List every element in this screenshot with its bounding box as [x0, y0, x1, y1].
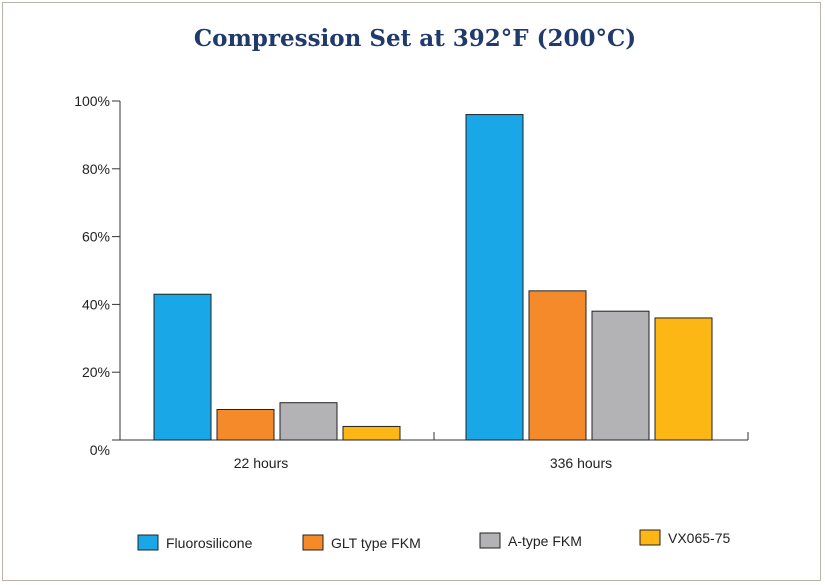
bar [153, 293, 212, 441]
legend-label: A-type FKM [508, 533, 582, 549]
y-tick-label: 60% [82, 229, 110, 245]
bars [153, 114, 713, 441]
legend-item: A-type FKM [479, 532, 582, 549]
bar [591, 310, 650, 441]
x-tick-label: 22 hours [234, 455, 288, 471]
chart-title: Compression Set at 392°F (200°C) [194, 25, 636, 52]
legend-item: VX065-75 [639, 529, 730, 546]
legend-swatch [302, 534, 324, 551]
y-tick-label: 100% [74, 93, 110, 109]
legend-label: Fluorosilicone [166, 535, 253, 551]
bar [528, 290, 587, 441]
legend-label: GLT type FKM [331, 535, 421, 551]
legend-item: GLT type FKM [302, 534, 421, 551]
y-tick-label: 80% [82, 161, 110, 177]
y-tick-label: 40% [82, 296, 110, 312]
legend-label: VX065-75 [668, 530, 730, 546]
x-tick-label: 336 hours [550, 455, 612, 471]
legend-swatch [137, 534, 159, 551]
legend-item: Fluorosilicone [137, 534, 253, 551]
bar [654, 317, 713, 441]
bar [216, 408, 275, 441]
bar [279, 402, 338, 441]
bar [465, 114, 524, 441]
legend-swatch [639, 529, 661, 546]
y-tick-label: 20% [82, 364, 110, 380]
legend: Fluorosilicone GLT type FKM A-type FKM VX06… [137, 529, 730, 551]
y-tick-label: 0% [90, 442, 110, 458]
bar [342, 425, 401, 441]
legend-swatch [479, 532, 501, 549]
